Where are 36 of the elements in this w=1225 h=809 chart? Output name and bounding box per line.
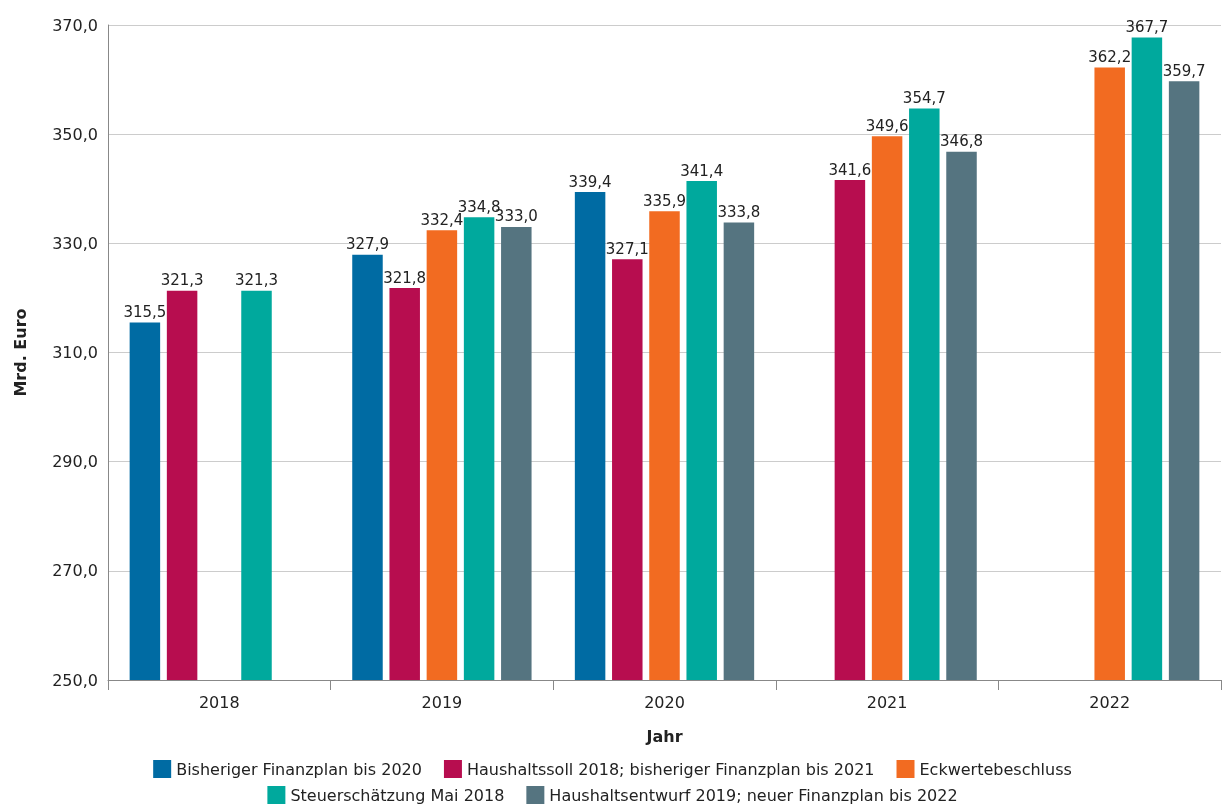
y-tick-label: 330,0 xyxy=(52,233,98,253)
data-label: 346,8 xyxy=(940,132,983,151)
x-tick-label: 2019 xyxy=(421,692,463,712)
data-label: 354,7 xyxy=(902,89,946,108)
legend-label: Steuerschätzung Mai 2018 xyxy=(290,785,505,805)
x-tick-label: 2018 xyxy=(198,692,240,712)
data-label: 327,1 xyxy=(605,239,649,258)
data-label: 339,4 xyxy=(568,172,612,191)
y-axis-title: Mrd. Euro xyxy=(10,308,30,397)
data-label: 321,3 xyxy=(160,271,204,290)
data-label: 341,4 xyxy=(680,161,724,180)
data-label: 367,7 xyxy=(1125,18,1169,37)
data-label: 359,7 xyxy=(1162,61,1206,80)
legend-label: Haushaltsentwurf 2019; neuer Finanzplan bis 2022 xyxy=(549,785,958,805)
y-tick-label: 350,0 xyxy=(52,124,98,144)
y-tick-label: 270,0 xyxy=(52,561,98,581)
data-label: 321,3 xyxy=(235,271,278,290)
x-axis-title: Jahr xyxy=(645,726,683,746)
y-tick-label: 290,0 xyxy=(52,452,98,472)
legend-label: Haushaltssoll 2018; bisheriger Finanzplan bis 2021 xyxy=(466,759,875,779)
legend-label: Bisheriger Finanzplan bis 2020 xyxy=(176,759,422,779)
data-label: 327,9 xyxy=(346,235,389,254)
legend-label: Eckwertebeschluss xyxy=(919,759,1072,779)
data-label: 341,6 xyxy=(828,160,872,179)
data-label: 335,9 xyxy=(643,191,686,210)
x-tick-label: 2020 xyxy=(644,692,685,712)
y-tick-label: 250,0 xyxy=(52,670,98,690)
y-tick-label: 370,0 xyxy=(52,15,98,35)
data-label: 333,8 xyxy=(717,203,761,222)
data-label: 321,8 xyxy=(383,268,427,287)
data-label: 349,6 xyxy=(865,116,909,135)
data-label: 315,5 xyxy=(123,302,167,321)
x-tick-label: 2022 xyxy=(1089,692,1131,712)
x-tick-label: 2021 xyxy=(866,692,908,712)
data-label: 362,2 xyxy=(1088,48,1132,67)
y-tick-label: 310,0 xyxy=(52,343,98,362)
